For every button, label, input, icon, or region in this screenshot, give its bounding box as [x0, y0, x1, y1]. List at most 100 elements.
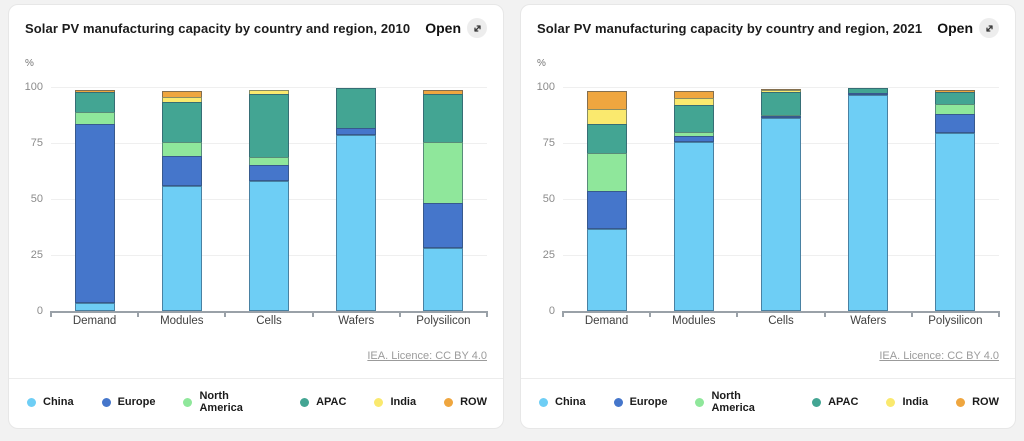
legend-label: North America: [711, 390, 755, 414]
legend-label: ROW: [972, 396, 999, 408]
segment-china: [673, 141, 714, 311]
legend-item-apac[interactable]: APAC: [812, 396, 858, 408]
source-licence-link[interactable]: IEA. Licence: CC BY 4.0: [879, 350, 999, 362]
legend-item-apac[interactable]: APAC: [300, 396, 346, 408]
legend-item-india[interactable]: India: [374, 396, 416, 408]
y-tick-label: 75: [30, 137, 43, 149]
segment-europe: [586, 191, 627, 230]
x-axis-labels: Demand Modules Cells Wafers Polysilicon: [563, 315, 999, 327]
segment-china: [161, 185, 202, 311]
x-axis-tick: [910, 311, 913, 317]
segment-europe: [423, 203, 464, 249]
segment-apac: [249, 93, 289, 159]
bar-wafers: [848, 88, 889, 311]
legend-item-china[interactable]: China: [539, 396, 586, 408]
legend-label: India: [390, 396, 417, 408]
segment-apac: [761, 91, 801, 117]
chart-footer: IEA. Licence: CC BY 4.0: [9, 346, 503, 364]
legend-dot: [183, 397, 193, 407]
segment-europe: [336, 128, 377, 136]
y-tick-label: 50: [30, 193, 43, 205]
x-axis-tick: [562, 311, 564, 317]
bar-wafers: [336, 88, 377, 311]
segment-north-america: [423, 141, 464, 205]
y-tick-label: 100: [536, 81, 555, 93]
legend-label: APAC: [828, 396, 859, 408]
segment-europe: [161, 156, 202, 186]
x-axis-tick: [50, 311, 52, 317]
bar-polysilicon: [423, 90, 464, 311]
chart-title: Solar PV manufacturing capacity by count…: [537, 20, 923, 36]
legend-dot: [695, 397, 705, 407]
segment-north-america: [161, 141, 202, 158]
x-axis-line: [563, 311, 999, 313]
segment-europe: [249, 165, 289, 182]
legend-label: North America: [199, 390, 243, 414]
legend-dot: [886, 397, 896, 407]
segment-europe: [848, 92, 889, 95]
legend-dot: [613, 397, 623, 407]
segment-china: [249, 181, 289, 311]
legend-item-europe[interactable]: Europe: [101, 396, 155, 408]
segment-row: [586, 91, 627, 111]
segment-china: [586, 229, 627, 311]
legend-label: Europe: [629, 396, 668, 408]
y-tick-label: 100: [24, 81, 43, 93]
segment-apac: [423, 93, 464, 143]
legend-item-north-america[interactable]: North America: [183, 390, 272, 414]
legend-label: APAC: [316, 396, 347, 408]
x-axis-label: Demand: [584, 315, 629, 327]
legend-divider: [9, 378, 503, 379]
segment-china: [74, 303, 115, 311]
legend-dot: [812, 397, 822, 407]
legend: China Europe North America APAC India ROW: [521, 379, 1015, 428]
legend-item-north-america[interactable]: North America: [695, 390, 784, 414]
segment-europe: [673, 136, 714, 142]
segment-europe: [761, 116, 801, 119]
legend-dot: [300, 397, 310, 407]
y-axis-unit-label: %: [25, 58, 34, 69]
legend-item-europe[interactable]: Europe: [613, 396, 668, 408]
x-axis-tick: [398, 311, 401, 317]
card-header: Solar PV manufacturing capacity by count…: [521, 5, 1015, 38]
legend-dot: [374, 397, 384, 407]
y-tick-label: 50: [542, 193, 555, 205]
bar-demand: [74, 90, 115, 311]
segment-china: [423, 248, 464, 311]
chart-plot-area: 0 25 50 75 100 Demand Modules Cells Wafers Polys…: [17, 69, 489, 337]
bar-polysilicon: [935, 90, 976, 311]
x-axis-label: Wafers: [338, 315, 375, 327]
legend: China Europe North America APAC India ROW: [9, 379, 503, 428]
segment-apac: [74, 92, 115, 113]
x-axis-label: Modules: [672, 315, 716, 327]
legend-item-row[interactable]: ROW: [956, 396, 999, 408]
y-tick-label: 25: [30, 249, 43, 261]
x-axis-label: Wafers: [850, 315, 887, 327]
segment-north-america: [74, 111, 115, 125]
x-axis-tick: [998, 311, 1000, 317]
source-licence-link[interactable]: IEA. Licence: CC BY 4.0: [367, 350, 487, 362]
legend-item-row[interactable]: ROW: [444, 396, 487, 408]
x-axis-label: Demand: [72, 315, 117, 327]
gridline: [51, 87, 487, 88]
y-axis-unit-label: %: [537, 58, 546, 69]
y-axis-labels: 0 25 50 75 100: [529, 81, 555, 317]
x-axis-label: Cells: [768, 315, 794, 327]
open-button[interactable]: Open: [425, 18, 487, 38]
y-tick-label: 75: [542, 137, 555, 149]
segment-apac: [336, 88, 377, 130]
legend-label: ROW: [460, 396, 487, 408]
legend-dot: [27, 397, 36, 407]
chart-footer: IEA. Licence: CC BY 4.0: [521, 346, 1015, 364]
open-button[interactable]: Open: [937, 18, 999, 38]
card-header: Solar PV manufacturing capacity by count…: [9, 5, 503, 38]
y-axis-labels: 0 25 50 75 100: [17, 81, 43, 317]
legend-item-china[interactable]: China: [27, 396, 74, 408]
chart-card-2010: Solar PV manufacturing capacity by count…: [8, 4, 504, 429]
expand-diagonal-icon: [467, 18, 487, 38]
legend-label: China: [555, 396, 586, 408]
y-tick-label: 25: [542, 249, 555, 261]
x-axis-tick: [137, 311, 140, 317]
legend-item-india[interactable]: India: [886, 396, 928, 408]
gridline: [563, 87, 999, 88]
